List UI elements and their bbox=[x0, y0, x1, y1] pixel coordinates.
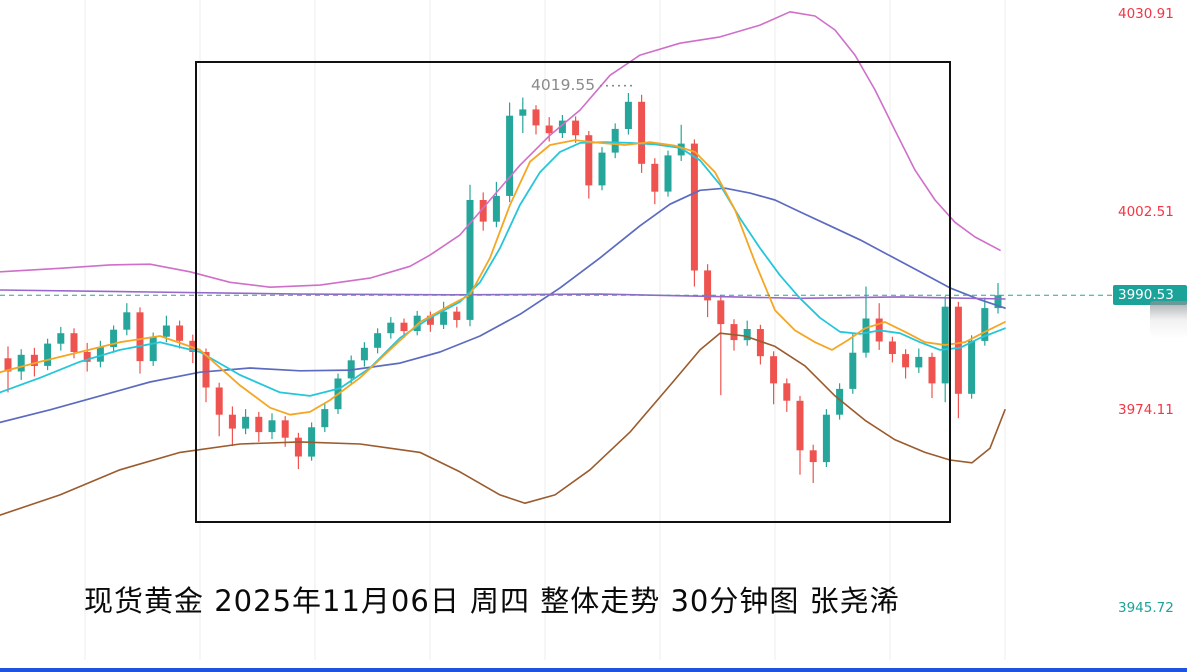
candle-body bbox=[598, 152, 606, 186]
peak-price-annotation: 4019.55 bbox=[531, 76, 595, 94]
candle-body bbox=[902, 354, 910, 368]
bottom-window-edge bbox=[0, 668, 1187, 672]
chart-caption: 现货黄金 2025年11月06日 周四 整体走势 30分钟图 张尧浠 bbox=[84, 584, 900, 618]
overlay-ma-mid-orange bbox=[0, 139, 1006, 416]
candle-body bbox=[17, 354, 25, 372]
candle-body bbox=[664, 155, 672, 192]
candle-body bbox=[624, 101, 632, 129]
candle-body bbox=[717, 300, 725, 325]
candle-body bbox=[915, 356, 923, 368]
overlay-ma-slow-blue bbox=[0, 187, 1006, 424]
scroll-indicator[interactable] bbox=[1150, 301, 1187, 339]
candle-body bbox=[202, 352, 210, 388]
candle-body bbox=[994, 295, 1002, 309]
candle-body bbox=[506, 115, 514, 196]
candle-body bbox=[374, 333, 382, 348]
price-axis-label: 3945.72 bbox=[1118, 600, 1174, 616]
candle-body bbox=[479, 200, 487, 222]
candle-body bbox=[440, 311, 448, 325]
candle-body bbox=[268, 420, 276, 433]
candle-body bbox=[981, 308, 989, 341]
candle-body bbox=[492, 195, 500, 222]
candle-body bbox=[215, 387, 223, 415]
candle-body bbox=[294, 437, 302, 457]
candle-body bbox=[572, 120, 580, 136]
candle-body bbox=[532, 109, 540, 126]
overlay-ma-flat-purple bbox=[0, 289, 1006, 300]
candle-body bbox=[849, 352, 857, 389]
price-axis-label: 4002.51 bbox=[1118, 204, 1174, 220]
overlay-upper-band-magenta bbox=[0, 11, 1001, 289]
candle-body bbox=[83, 352, 91, 362]
candle-body bbox=[44, 343, 52, 366]
candle-body bbox=[809, 450, 817, 463]
candle-body bbox=[176, 325, 184, 341]
candle-body bbox=[836, 388, 844, 415]
candle-body bbox=[162, 325, 170, 337]
candle-body bbox=[822, 414, 830, 463]
candle-body bbox=[862, 318, 870, 353]
candle-body bbox=[70, 333, 78, 352]
candle-body bbox=[611, 128, 619, 153]
candle-body bbox=[545, 125, 553, 134]
candle-body bbox=[796, 400, 804, 451]
candle-body bbox=[888, 341, 896, 354]
candle-body bbox=[426, 315, 434, 325]
candle-body bbox=[413, 315, 421, 331]
candle-body bbox=[783, 383, 791, 401]
candle-body bbox=[690, 143, 698, 271]
candlestick-chart[interactable]: 4019.55 bbox=[0, 0, 1113, 668]
candle-body bbox=[928, 356, 936, 384]
candle-body bbox=[321, 409, 329, 428]
candle-body bbox=[651, 163, 659, 192]
candle-body bbox=[57, 333, 65, 344]
overlay-lower-band-brown bbox=[0, 332, 1006, 516]
candle-body bbox=[30, 354, 38, 366]
candle-body bbox=[110, 329, 118, 348]
candle-body bbox=[743, 329, 751, 341]
candle-body bbox=[149, 336, 157, 362]
candle-body bbox=[96, 347, 104, 362]
candle-body bbox=[453, 311, 461, 320]
candle-body bbox=[360, 347, 368, 361]
candle-body bbox=[968, 340, 976, 394]
candle-body bbox=[638, 101, 646, 164]
candle-body bbox=[228, 414, 236, 429]
candle-body bbox=[281, 420, 289, 438]
candle-body bbox=[704, 270, 712, 301]
candle-body bbox=[400, 322, 408, 332]
candle-body bbox=[242, 416, 250, 429]
highlight-box[interactable] bbox=[195, 61, 951, 523]
candle-body bbox=[255, 416, 263, 433]
candle-body bbox=[730, 324, 738, 341]
candle-body bbox=[466, 200, 474, 320]
candle-body bbox=[770, 356, 778, 384]
candle-body bbox=[585, 135, 593, 186]
candle-body bbox=[123, 312, 131, 330]
price-axis-label: 4030.91 bbox=[1118, 6, 1174, 22]
candle-body bbox=[4, 358, 12, 372]
candle-body bbox=[558, 120, 566, 134]
candle-body bbox=[519, 109, 527, 116]
price-axis-label: 3974.11 bbox=[1118, 402, 1174, 418]
candle-body bbox=[756, 329, 764, 357]
candle-body bbox=[954, 306, 962, 394]
candle-body bbox=[387, 322, 395, 334]
candle-body bbox=[189, 340, 197, 352]
current-price-badge[interactable]: 3990.53 bbox=[1113, 285, 1187, 305]
candle-body bbox=[136, 312, 144, 362]
